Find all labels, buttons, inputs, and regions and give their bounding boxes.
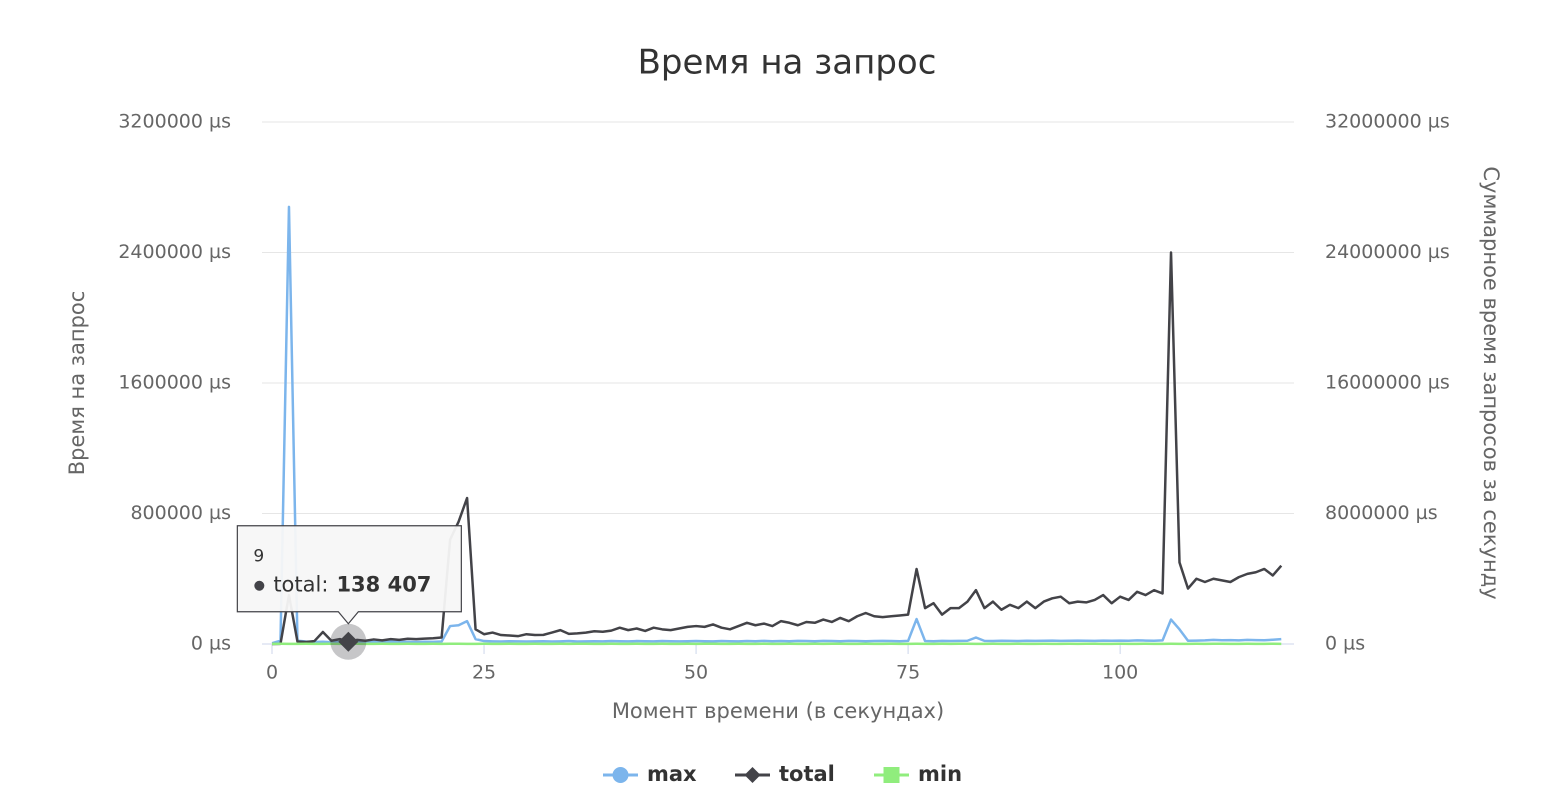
x-tick-label: 75 xyxy=(896,662,920,684)
x-tick-label: 100 xyxy=(1102,662,1138,684)
y2-tick-label: 16000000 µs xyxy=(1325,372,1450,394)
series-line xyxy=(271,205,1282,645)
hover-marker xyxy=(338,631,359,652)
y2-axis-title: Суммарное время запросов за секунду xyxy=(1479,166,1503,599)
y2-tick-label: 8000000 µs xyxy=(1325,502,1438,524)
x-tick-label: 25 xyxy=(472,662,496,684)
y-axis-title: Время на запрос xyxy=(65,291,89,476)
y2-tick-label: 0 µs xyxy=(1325,633,1365,655)
x-axis-title: Момент времени (в секундах) xyxy=(612,699,944,723)
tooltip-header: 9 xyxy=(253,547,264,567)
y2-tick-label: 32000000 µs xyxy=(1325,111,1450,133)
legend-label: total xyxy=(779,762,835,786)
tooltip-bullet xyxy=(254,580,265,591)
y-tick-label: 800000 µs xyxy=(130,502,231,524)
tooltip-text: total: 138 407 xyxy=(273,573,431,597)
chart-title: Время на запрос xyxy=(638,43,937,83)
y2-tick-label: 24000000 µs xyxy=(1325,241,1450,263)
x-tick-label: 0 xyxy=(266,662,278,684)
y-tick-label: 2400000 µs xyxy=(118,241,231,263)
y-tick-label: 0 µs xyxy=(191,633,231,655)
tooltip-box xyxy=(236,525,462,625)
tooltip-value: 138 407 xyxy=(336,573,431,597)
legend-marker xyxy=(883,767,900,783)
tooltip-series: total: xyxy=(273,573,328,597)
legend-marker xyxy=(744,767,761,783)
x-tick-label: 50 xyxy=(684,662,708,684)
y-tick-label: 3200000 µs xyxy=(118,111,231,133)
y-tick-label: 1600000 µs xyxy=(118,372,231,394)
series-line xyxy=(271,251,1283,646)
legend-label: min xyxy=(918,762,962,786)
legend-label: max xyxy=(647,762,697,786)
legend-marker xyxy=(612,767,629,783)
